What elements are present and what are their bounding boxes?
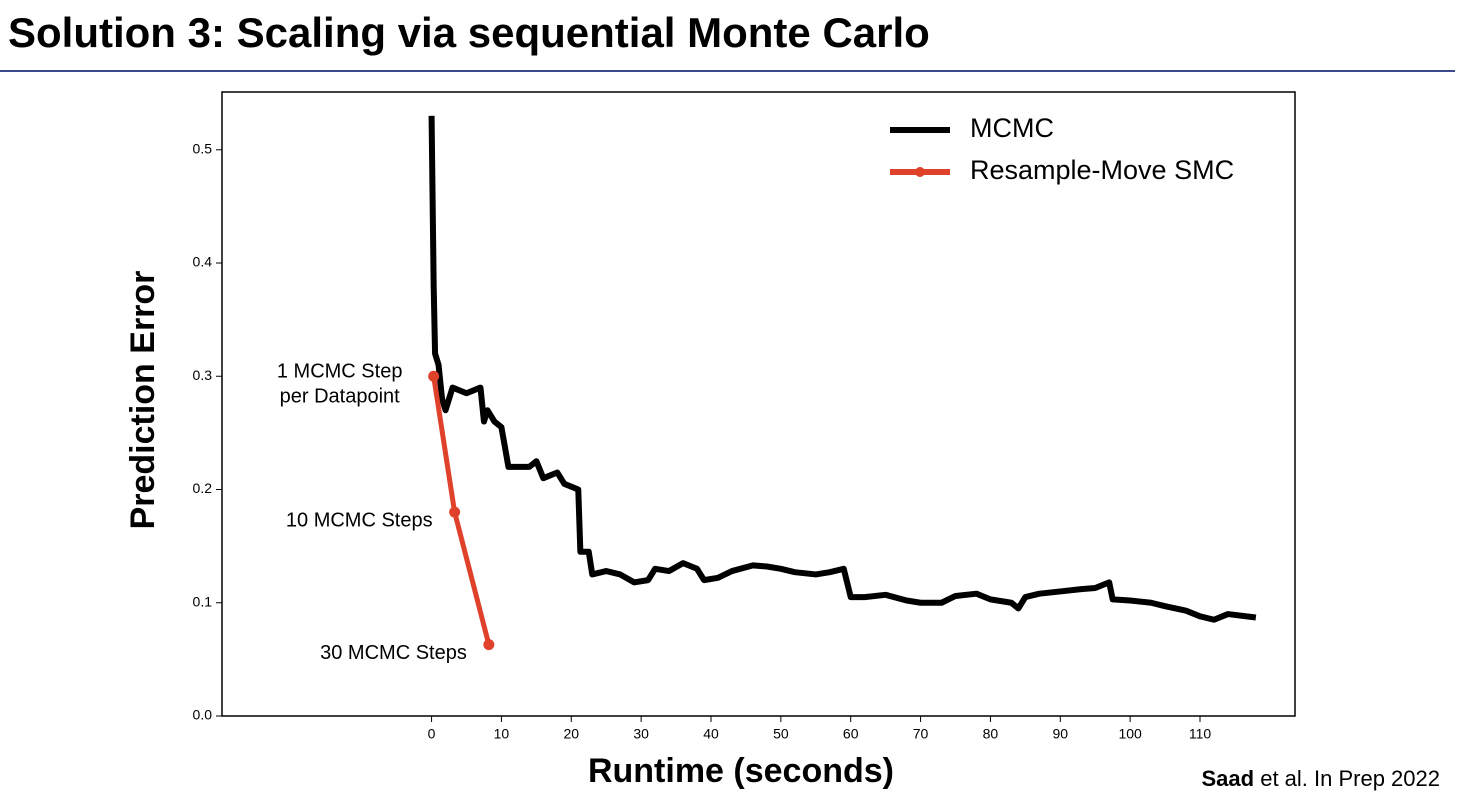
legend-label: Resample-Move SMC [970, 155, 1234, 185]
x-tick-label: 90 [1052, 726, 1068, 742]
legend-marker [915, 167, 925, 177]
point-label: 1 MCMC Step [277, 361, 403, 383]
plot-frame [221, 91, 1296, 717]
x-tick-label: 0 [428, 726, 436, 742]
x-tick-label: 50 [773, 726, 789, 742]
x-tick-label: 110 [1189, 726, 1212, 742]
citation-author: Saad [1201, 766, 1254, 791]
y-tick-label: 0.0 [193, 707, 213, 723]
x-tick-label: 70 [913, 726, 929, 742]
x-tick-label: 30 [633, 726, 649, 742]
point-label: 10 MCMC Steps [286, 509, 433, 531]
y-tick-label: 0.3 [193, 367, 213, 383]
point-label: per Datapoint [280, 386, 401, 408]
legend-label: MCMC [970, 113, 1054, 143]
x-tick-label: 40 [703, 726, 719, 742]
x-tick-label: 20 [563, 726, 579, 742]
x-tick-label: 10 [494, 726, 510, 742]
citation: Saad et al. In Prep 2022 [1201, 766, 1440, 791]
y-tick-label: 0.2 [193, 480, 213, 496]
x-tick-label: 60 [843, 726, 859, 742]
y-tick-label: 0.1 [193, 593, 213, 609]
y-axis-label: Prediction Error [124, 271, 162, 530]
x-axis-label: Runtime (seconds) [588, 752, 894, 790]
x-tick-label: 80 [983, 726, 999, 742]
point [428, 370, 440, 382]
y-tick-label: 0.5 [193, 140, 213, 156]
line-series [428, 115, 1257, 623]
y-tick-label: 0.4 [193, 254, 213, 270]
point [449, 506, 461, 518]
point-label: 30 MCMC Steps [320, 642, 467, 664]
point [483, 639, 495, 651]
slide-title: Solution 3: Scaling via sequential Monte… [8, 9, 930, 56]
citation-rest: et al. In Prep 2022 [1260, 766, 1440, 791]
x-tick-label: 100 [1118, 726, 1142, 742]
